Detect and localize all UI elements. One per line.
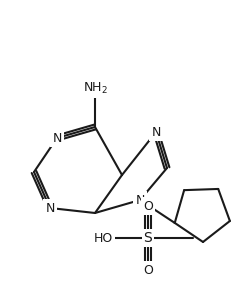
Text: HO: HO bbox=[94, 232, 112, 244]
Text: NH$_2$: NH$_2$ bbox=[82, 80, 108, 95]
Text: S: S bbox=[144, 231, 152, 245]
Text: N: N bbox=[135, 194, 145, 207]
Text: N: N bbox=[45, 201, 55, 214]
Text: O: O bbox=[143, 200, 153, 212]
Text: O: O bbox=[143, 263, 153, 276]
Text: N: N bbox=[151, 125, 161, 139]
Text: N: N bbox=[52, 132, 62, 145]
